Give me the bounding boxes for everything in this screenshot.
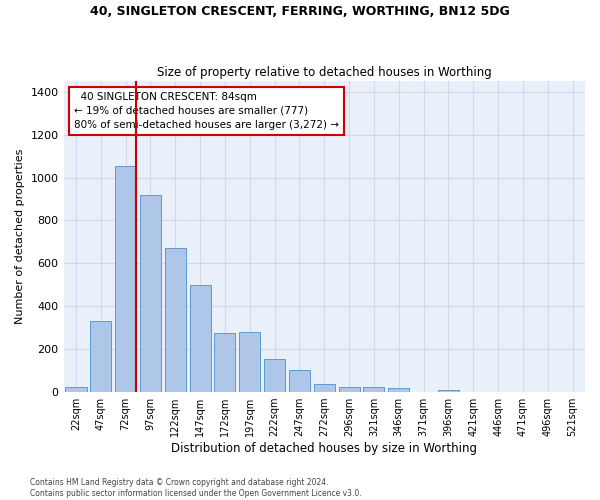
Bar bbox=[388, 388, 409, 392]
Bar bbox=[338, 386, 359, 392]
Bar bbox=[165, 248, 186, 392]
Text: 40, SINGLETON CRESCENT, FERRING, WORTHING, BN12 5DG: 40, SINGLETON CRESCENT, FERRING, WORTHIN… bbox=[90, 5, 510, 18]
Bar bbox=[190, 285, 211, 392]
Bar bbox=[239, 332, 260, 392]
Bar bbox=[90, 322, 112, 392]
Bar bbox=[140, 194, 161, 392]
Bar bbox=[115, 166, 136, 392]
Title: Size of property relative to detached houses in Worthing: Size of property relative to detached ho… bbox=[157, 66, 491, 78]
Bar bbox=[314, 384, 335, 392]
Text: 40 SINGLETON CRESCENT: 84sqm  
← 19% of detached houses are smaller (777)
80% of: 40 SINGLETON CRESCENT: 84sqm ← 19% of de… bbox=[74, 92, 339, 130]
Bar bbox=[438, 390, 459, 392]
Bar bbox=[289, 370, 310, 392]
Text: Contains HM Land Registry data © Crown copyright and database right 2024.
Contai: Contains HM Land Registry data © Crown c… bbox=[30, 478, 362, 498]
Y-axis label: Number of detached properties: Number of detached properties bbox=[15, 149, 25, 324]
Bar bbox=[264, 359, 285, 392]
Bar bbox=[214, 333, 235, 392]
Bar bbox=[65, 388, 86, 392]
Bar bbox=[364, 386, 385, 392]
X-axis label: Distribution of detached houses by size in Worthing: Distribution of detached houses by size … bbox=[171, 442, 477, 455]
